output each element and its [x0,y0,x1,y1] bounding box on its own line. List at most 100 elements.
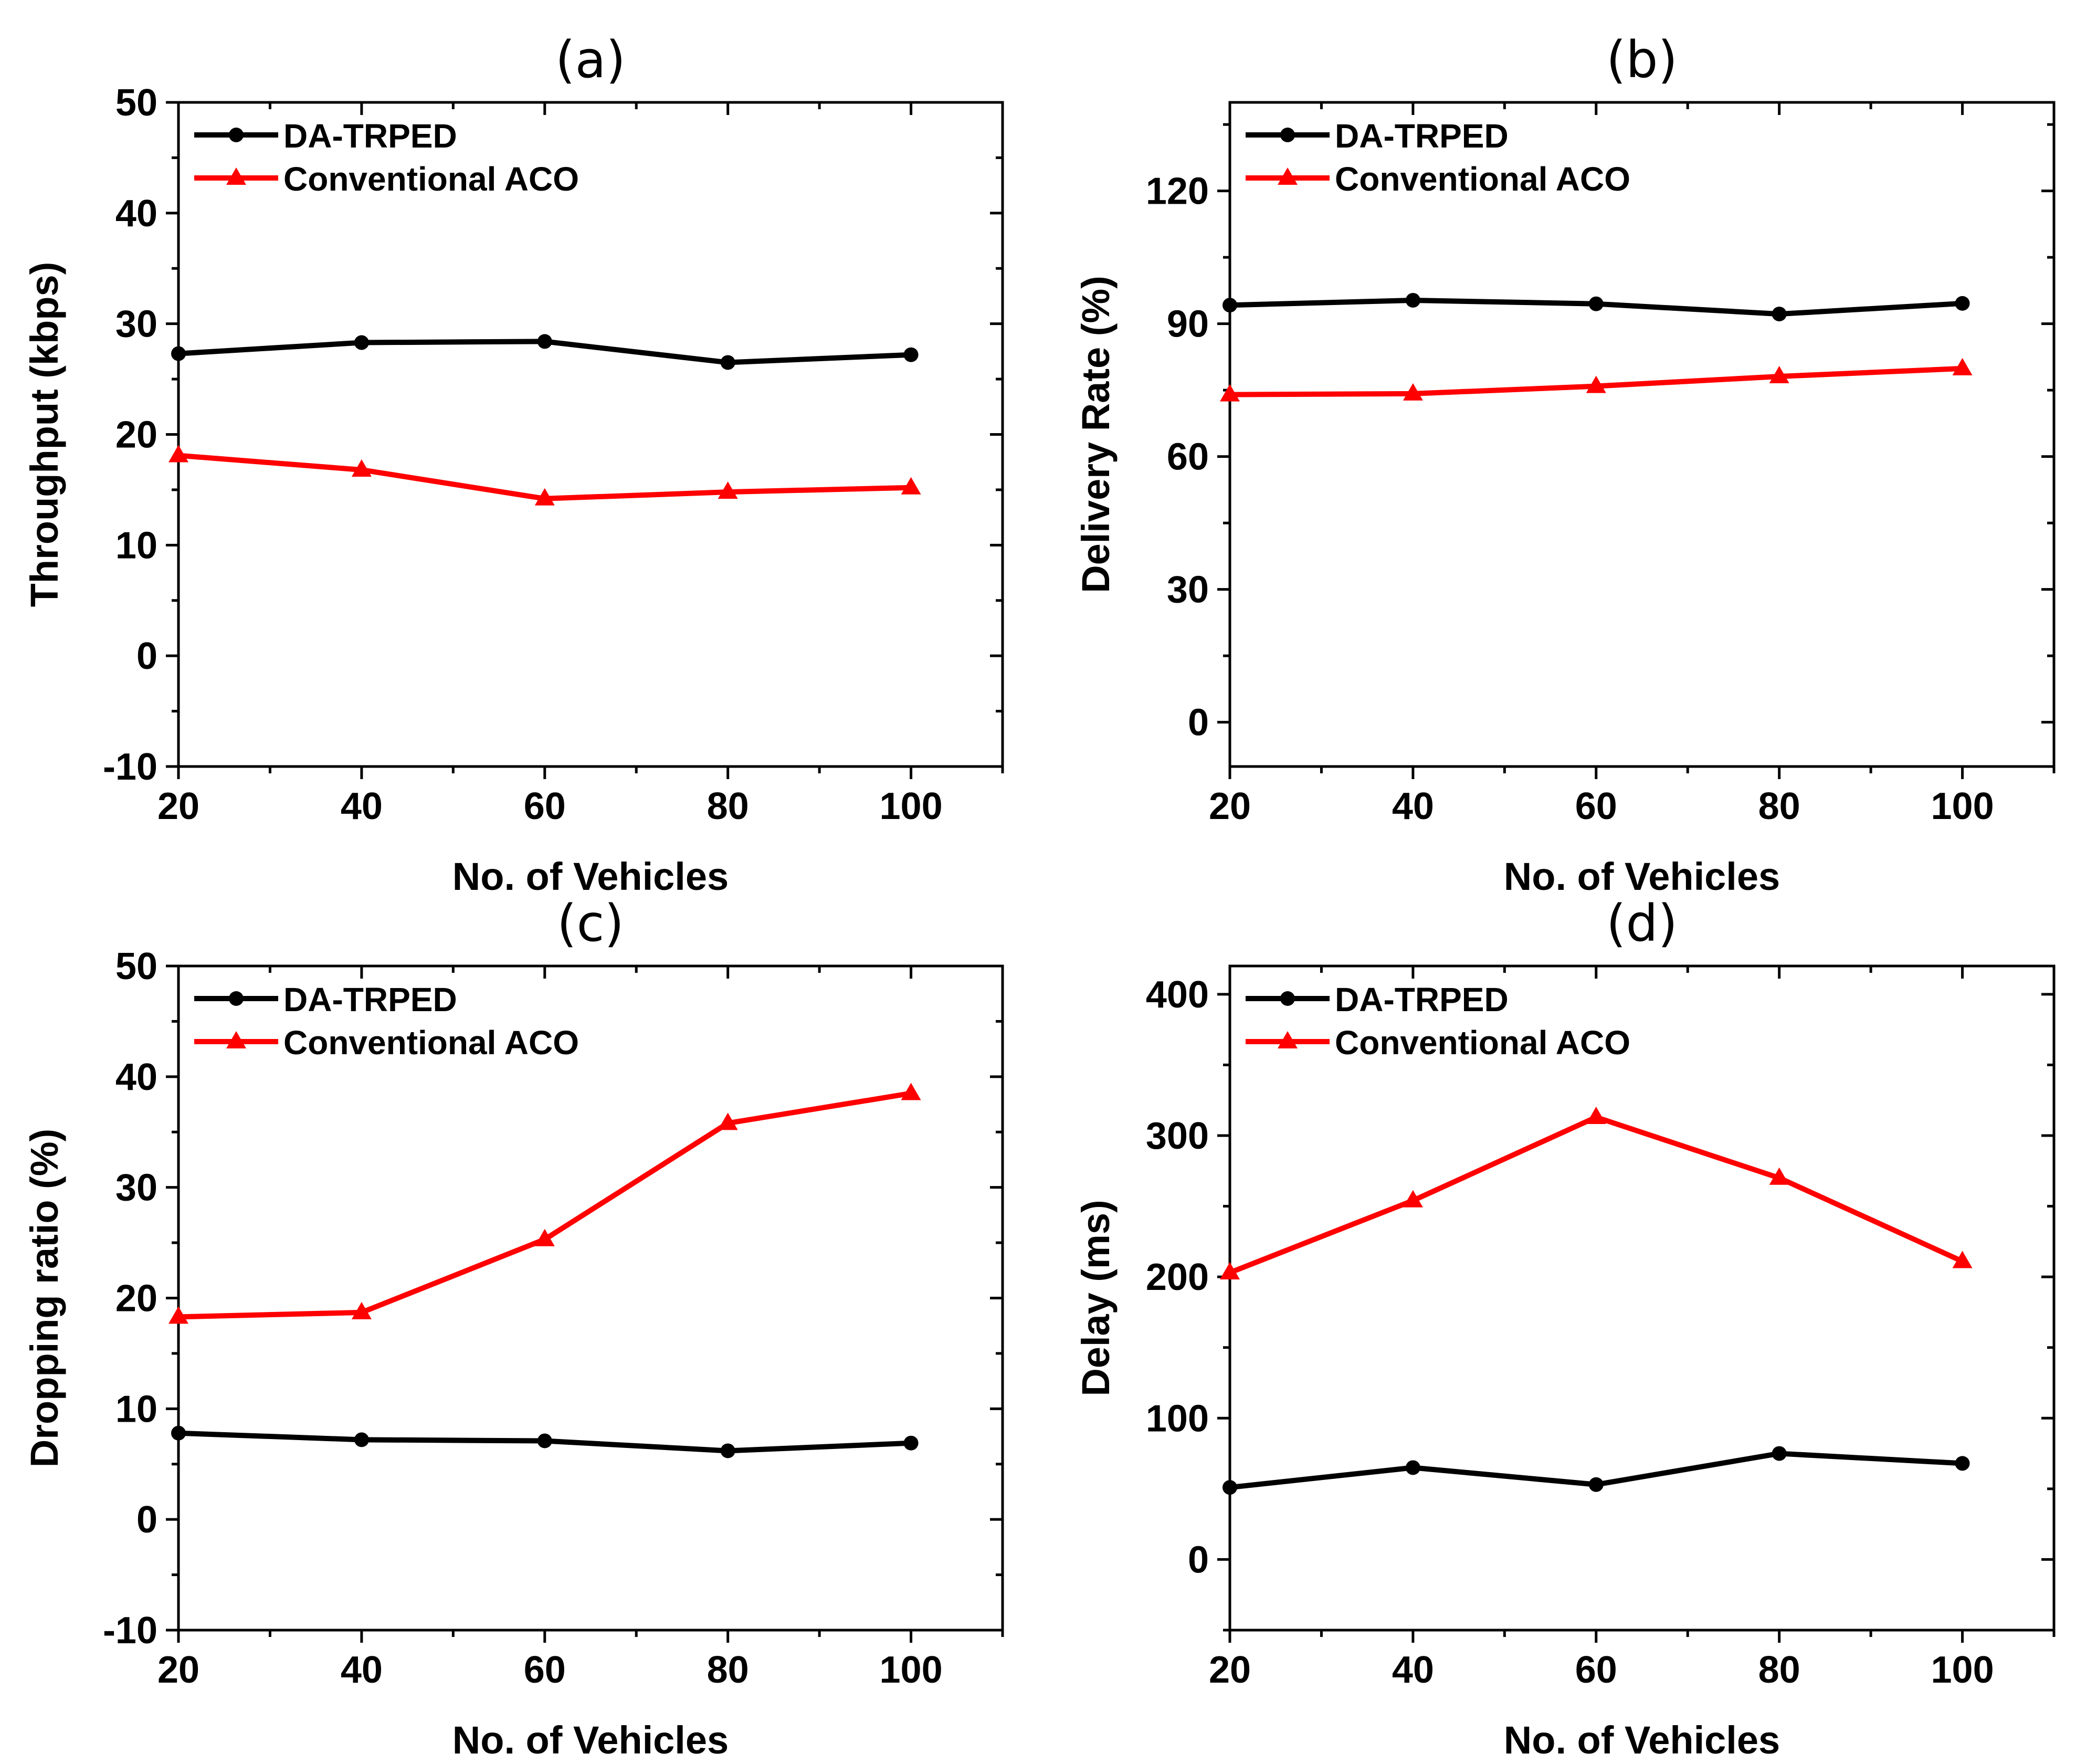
legend-label-conventional-aco: Conventional ACO [1335,1024,1630,1062]
data-point-da-trped [354,1432,369,1447]
legend-marker-conventional-aco [226,167,246,185]
x-tick-label: 40 [341,1649,383,1691]
plot-frame [177,964,1004,1632]
data-point-conventional-aco [1220,1262,1240,1280]
data-point-conventional-aco [168,1306,188,1324]
data-point-conventional-aco [1586,375,1606,393]
y-tick-label: 0 [136,635,157,677]
y-tick-label: -10 [103,746,157,788]
y-tick-label: 0 [1188,1539,1209,1581]
legend-marker-conventional-aco [1278,1031,1298,1048]
x-axis-title: No. of Vehicles [1504,855,1780,898]
x-tick-label: 60 [524,785,566,827]
legend-label-da-trped: DA-TRPED [283,981,457,1018]
data-point-da-trped [1223,298,1237,313]
y-tick-label: 40 [115,1056,157,1098]
x-tick-label: 80 [707,785,749,827]
legend-label-conventional-aco: Conventional ACO [1335,160,1630,198]
legend-marker-conventional-aco [226,1031,246,1048]
x-tick-label: 100 [1931,785,1994,827]
data-point-da-trped [1955,1456,1970,1471]
legend-label-da-trped: DA-TRPED [1335,117,1509,155]
x-axis-title: No. of Vehicles [452,1718,729,1761]
data-point-da-trped [1223,1480,1237,1495]
y-tick-label: 50 [115,82,157,124]
x-tick-label: 80 [1758,785,1800,827]
x-tick-label: 60 [1575,1649,1617,1691]
series-line-conventional-aco [176,1090,914,1320]
x-tick-label: 40 [1392,785,1434,827]
y-tick-label: 10 [115,1388,157,1430]
x-tick-label: 80 [707,1649,749,1691]
x-tick-label: 40 [1392,1649,1434,1691]
panel-title: (a) [555,30,626,89]
data-point-conventional-aco [1220,384,1240,402]
panel-title: (b) [1606,30,1678,89]
y-tick-label: 0 [1188,702,1209,744]
y-tick-label: 40 [115,193,157,235]
data-point-da-trped [903,347,919,362]
legend-marker-da-trped [1280,128,1295,142]
data-point-conventional-aco [718,481,738,499]
x-tick-label: 100 [879,1649,942,1691]
x-tick-label: 40 [341,785,383,827]
x-tick-label: 100 [879,785,942,827]
data-point-da-trped [1405,1460,1420,1475]
y-tick-label: 30 [115,1167,157,1209]
data-point-conventional-aco [1952,358,1973,375]
series-line-conventional-aco [1227,1114,1965,1276]
y-axis-title: Throughput (kbps) [23,262,66,607]
x-axis-title: No. of Vehicles [1504,1718,1780,1761]
x-tick-label: 20 [157,785,199,827]
data-point-da-trped [1588,1477,1604,1492]
plot-frame [1228,964,2056,1632]
x-tick-label: 80 [1758,1649,1800,1691]
legend-marker-da-trped [229,991,244,1006]
data-point-da-trped [1955,296,1970,311]
x-tick-label: 100 [1931,1649,1994,1691]
data-point-conventional-aco [534,488,555,506]
data-point-da-trped [1405,292,1420,308]
chart-panel-d: (d) 20 40 60 80 100 0 100 200 300 400 No. of Vehicl… [1074,894,2056,1762]
plot-frame [1228,101,2056,768]
legend-marker-da-trped [229,128,244,142]
panel-title: (c) [557,894,624,953]
data-point-conventional-aco [351,1301,372,1319]
data-point-da-trped [171,1425,186,1441]
x-tick-label: 60 [1575,785,1617,827]
data-point-da-trped [537,1433,552,1448]
y-tick-label: 20 [115,414,157,456]
data-point-conventional-aco [901,477,921,495]
y-tick-label: 0 [136,1499,157,1541]
data-point-conventional-aco [1769,366,1789,384]
x-tick-label: 20 [1209,1649,1251,1691]
chart-panel-b: (b) 20 40 60 80 100 0 30 60 90 120 No. of Vehicles D… [1074,30,2056,898]
data-point-da-trped [1772,307,1787,322]
legend-marker-da-trped [1280,991,1295,1006]
data-point-conventional-aco [1586,1106,1606,1124]
legend-label-da-trped: DA-TRPED [1335,981,1509,1018]
legend-label-conventional-aco: Conventional ACO [283,160,579,198]
data-point-da-trped [537,334,552,349]
data-point-conventional-aco [1403,1190,1423,1208]
chart-panel-a: (a) 20 40 60 80 100 -10 0 10 20 30 40 50 No. of Vehic… [23,30,1004,898]
legend-label-da-trped: DA-TRPED [283,117,457,155]
data-point-conventional-aco [1769,1167,1789,1185]
x-tick-label: 20 [1209,785,1251,827]
x-axis-title: No. of Vehicles [452,855,729,898]
y-tick-label: 120 [1146,171,1209,213]
data-point-da-trped [903,1435,919,1451]
data-point-conventional-aco [168,445,188,463]
data-point-da-trped [720,1443,735,1458]
panel-title: (d) [1606,894,1678,953]
legend-label-conventional-aco: Conventional ACO [283,1024,579,1062]
data-point-da-trped [720,355,735,370]
plot-frame [177,101,1004,768]
data-point-conventional-aco [1403,383,1423,401]
data-point-conventional-aco [351,459,372,477]
y-axis-title: Delivery Rate (%) [1074,276,1118,593]
y-tick-label: 30 [1167,569,1209,611]
y-tick-label: 200 [1146,1256,1209,1298]
